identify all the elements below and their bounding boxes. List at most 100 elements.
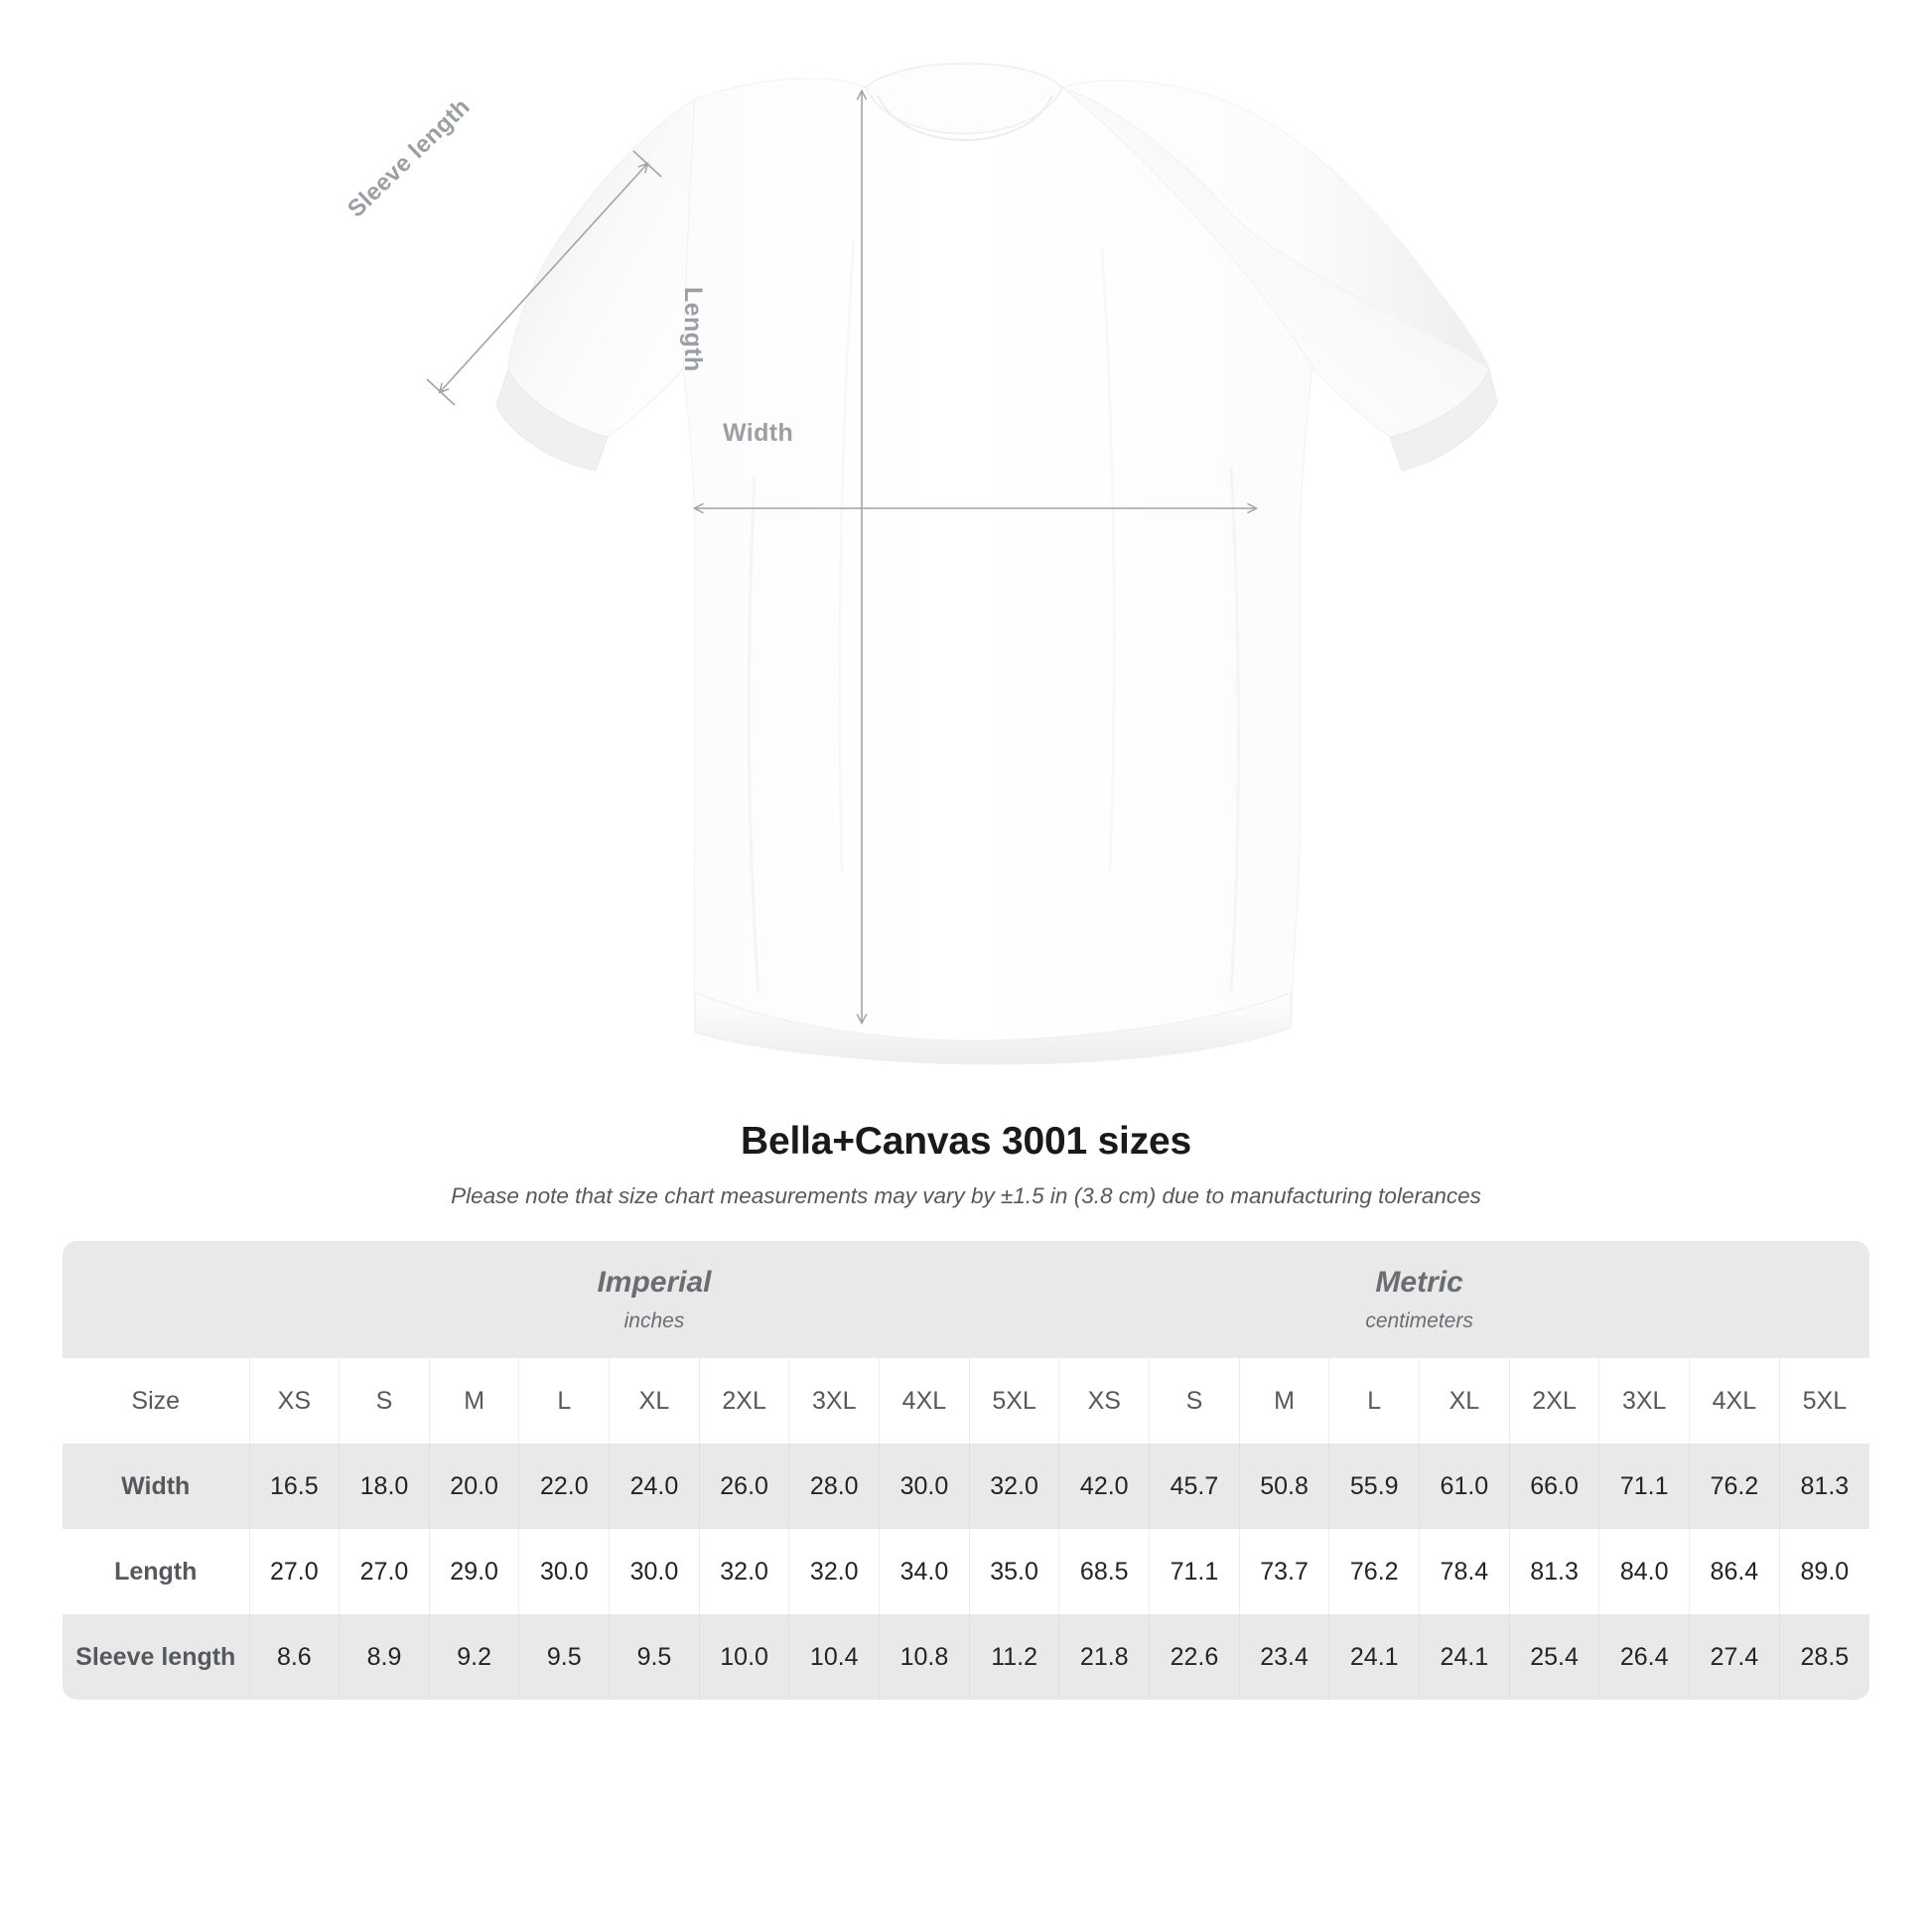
table-cell: 27.0 (248, 1529, 340, 1614)
size-header-cell: M (428, 1358, 519, 1444)
unit-group-end (1779, 1241, 1869, 1358)
table-cell: 61.0 (1419, 1444, 1510, 1529)
table-cell: 32.0 (698, 1529, 789, 1614)
table-cell: 35.0 (968, 1529, 1059, 1614)
table-cell: 30.0 (609, 1529, 700, 1614)
unit-group-imperial: Imperial inches (249, 1241, 1059, 1358)
size-header-cell: S (1149, 1358, 1240, 1444)
table-cell: 10.8 (879, 1614, 970, 1700)
table-cell: 71.1 (1149, 1529, 1240, 1614)
unit-group-corner (63, 1241, 249, 1358)
table-row: Width 16.5 18.0 20.0 22.0 24.0 26.0 28.0… (63, 1444, 1869, 1529)
size-header-cell: 4XL (1689, 1358, 1780, 1444)
table-cell: 27.4 (1689, 1614, 1780, 1700)
size-table-wrapper: Imperial inches Metric centimeters Size … (63, 1241, 1869, 1700)
size-header-cell: 3XL (1598, 1358, 1690, 1444)
table-cell: 10.4 (788, 1614, 880, 1700)
table-cell: 26.4 (1598, 1614, 1690, 1700)
table-cell: 24.1 (1328, 1614, 1420, 1700)
tshirt-image (426, 63, 1498, 1065)
table-cell: 84.0 (1598, 1529, 1690, 1614)
unit-group-imperial-name: Imperial (597, 1266, 712, 1299)
size-header-cell: XS (1058, 1358, 1150, 1444)
size-header-cell: XS (248, 1358, 340, 1444)
table-cell: 16.5 (248, 1444, 340, 1529)
table-cell: 34.0 (879, 1529, 970, 1614)
page-title: Bella+Canvas 3001 sizes (741, 1120, 1191, 1163)
table-cell: 71.1 (1598, 1444, 1690, 1529)
table-cell: 22.6 (1149, 1614, 1240, 1700)
size-header-cell: 2XL (1508, 1358, 1599, 1444)
table-cell: 9.5 (518, 1614, 610, 1700)
table-cell: 73.7 (1238, 1529, 1329, 1614)
table-cell: 30.0 (879, 1444, 970, 1529)
size-header-cell: XL (1419, 1358, 1510, 1444)
table-cell: 8.6 (248, 1614, 340, 1700)
table-cell: 76.2 (1328, 1529, 1420, 1614)
garment-illustration: Sleeve length Length Width (343, 63, 1498, 1065)
row-label-length: Length (63, 1529, 249, 1614)
size-header-cell: XL (609, 1358, 700, 1444)
row-label-sleeve-length: Sleeve length (63, 1614, 249, 1700)
table-cell: 29.0 (428, 1529, 519, 1614)
unit-group-imperial-unit: inches (623, 1310, 685, 1332)
table-cell: 32.0 (788, 1529, 880, 1614)
size-header-cell: 5XL (968, 1358, 1059, 1444)
table-cell: 76.2 (1689, 1444, 1780, 1529)
table-cell: 21.8 (1058, 1614, 1150, 1700)
table-cell: 24.1 (1419, 1614, 1510, 1700)
size-header-cell: 3XL (788, 1358, 880, 1444)
tolerance-note: Please note that size chart measurements… (451, 1183, 1481, 1208)
table-row: Length 27.0 27.0 29.0 30.0 30.0 32.0 32.… (63, 1529, 1869, 1614)
size-header-row: Size XS S M L XL 2XL 3XL 4XL 5XL XS S M … (63, 1358, 1869, 1444)
table-cell: 8.9 (339, 1614, 430, 1700)
size-header-cell: 4XL (879, 1358, 970, 1444)
size-header-cell: M (1238, 1358, 1329, 1444)
table-cell: 81.3 (1508, 1529, 1599, 1614)
table-cell: 30.0 (518, 1529, 610, 1614)
table-cell: 27.0 (339, 1529, 430, 1614)
size-table: Imperial inches Metric centimeters Size … (63, 1241, 1869, 1700)
unit-group-metric-name: Metric (1375, 1266, 1463, 1299)
table-cell: 22.0 (518, 1444, 610, 1529)
size-header-cell: 5XL (1778, 1358, 1869, 1444)
size-header-cell: L (518, 1358, 610, 1444)
row-label-width: Width (63, 1444, 249, 1529)
table-row: Sleeve length 8.6 8.9 9.2 9.5 9.5 10.0 1… (63, 1614, 1869, 1700)
table-cell: 28.5 (1778, 1614, 1869, 1700)
table-cell: 18.0 (339, 1444, 430, 1529)
table-cell: 25.4 (1508, 1614, 1599, 1700)
sleeve-length-arrow (440, 164, 647, 392)
unit-group-metric-unit: centimeters (1365, 1310, 1473, 1332)
table-cell: 20.0 (428, 1444, 519, 1529)
size-header-cell: L (1328, 1358, 1420, 1444)
title-block: Bella+Canvas 3001 sizes Please note that… (0, 1120, 1932, 1209)
table-cell: 10.0 (698, 1614, 789, 1700)
table-cell: 24.0 (609, 1444, 700, 1529)
size-header-label: Size (63, 1358, 249, 1444)
table-cell: 45.7 (1149, 1444, 1240, 1529)
table-cell: 89.0 (1778, 1529, 1869, 1614)
table-cell: 23.4 (1238, 1614, 1329, 1700)
table-cell: 9.5 (609, 1614, 700, 1700)
table-cell: 66.0 (1508, 1444, 1599, 1529)
table-cell: 68.5 (1058, 1529, 1150, 1614)
length-annotation-label: Length (679, 287, 707, 372)
table-cell: 32.0 (968, 1444, 1059, 1529)
size-header-cell: S (339, 1358, 430, 1444)
width-annotation-label: Width (723, 419, 794, 447)
unit-group-metric: Metric centimeters (1058, 1241, 1780, 1358)
table-cell: 55.9 (1328, 1444, 1420, 1529)
table-cell: 28.0 (788, 1444, 880, 1529)
table-cell: 9.2 (428, 1614, 519, 1700)
table-cell: 11.2 (968, 1614, 1059, 1700)
table-cell: 78.4 (1419, 1529, 1510, 1614)
table-cell: 81.3 (1778, 1444, 1869, 1529)
size-header-cell: 2XL (698, 1358, 789, 1444)
table-cell: 26.0 (698, 1444, 789, 1529)
table-cell: 86.4 (1689, 1529, 1780, 1614)
table-cell: 42.0 (1058, 1444, 1150, 1529)
unit-group-row: Imperial inches Metric centimeters (63, 1241, 1869, 1358)
table-cell: 50.8 (1238, 1444, 1329, 1529)
